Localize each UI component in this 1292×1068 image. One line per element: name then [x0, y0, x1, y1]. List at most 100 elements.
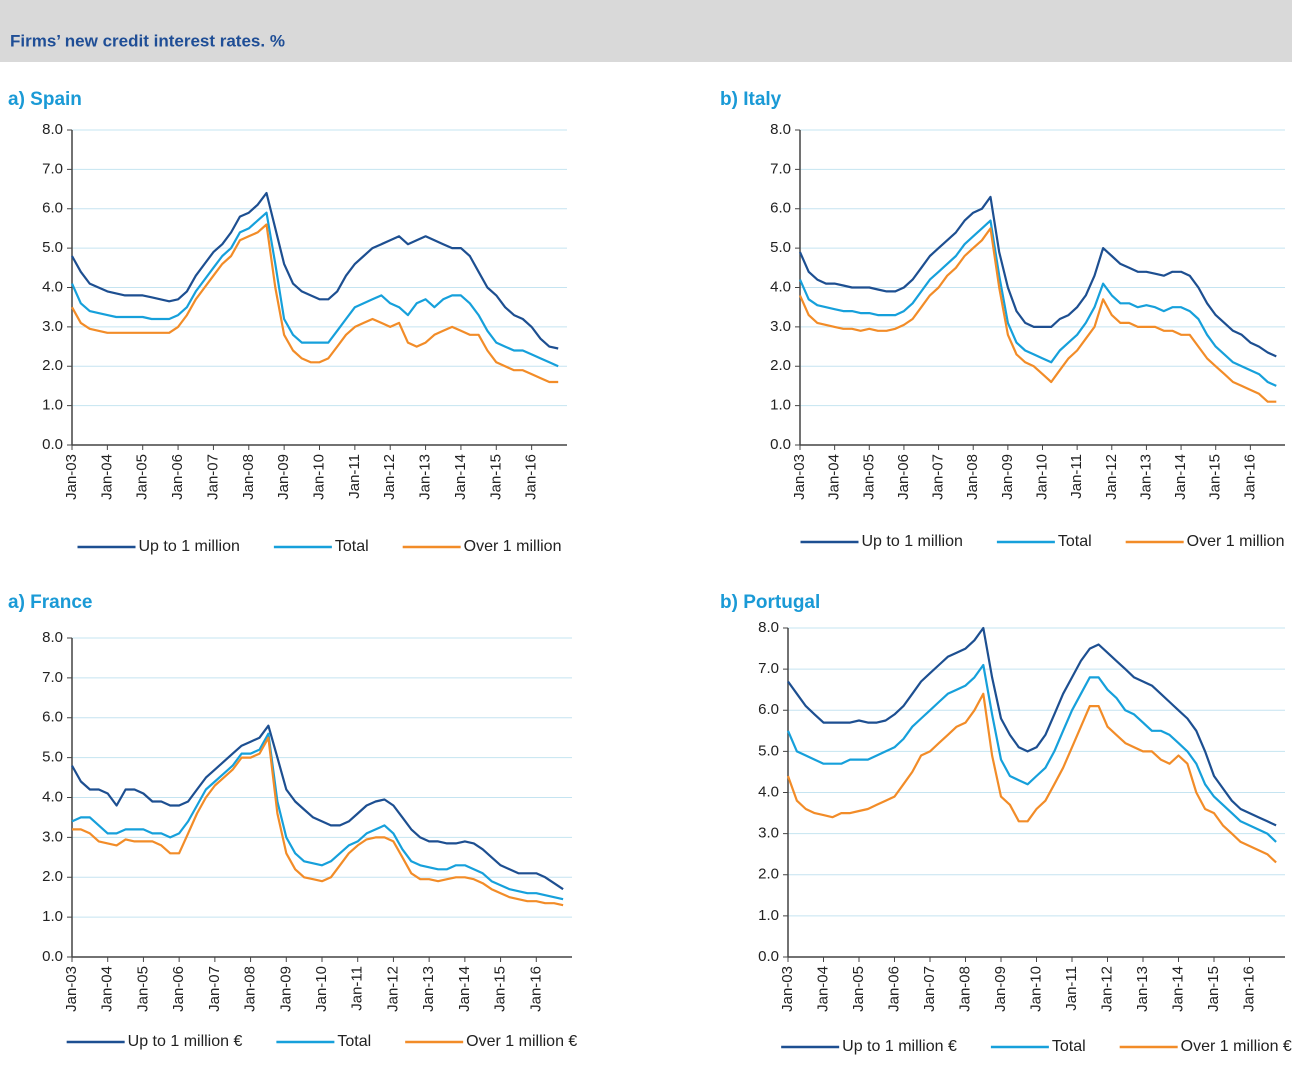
y-tick-label: 2.0: [42, 868, 63, 885]
y-tick-label: 6.0: [770, 200, 791, 217]
x-tick-label: Jan-12: [1103, 454, 1120, 500]
x-tick-label: Jan-03: [791, 454, 808, 500]
y-tick-label: 6.0: [42, 200, 63, 217]
legend-label: Total: [337, 1033, 371, 1050]
y-tick-label: 0.0: [42, 948, 63, 965]
y-tick-label: 4.0: [42, 278, 63, 295]
x-tick-label: Jan-09: [275, 454, 292, 500]
x-tick-label: Jan-07: [921, 966, 938, 1012]
y-tick-label: 2.0: [770, 357, 791, 374]
line-series: [786, 663, 1277, 843]
x-tick-label: Jan-05: [134, 454, 151, 500]
y-tick-label: 1.0: [770, 397, 791, 414]
chart-title: a) Spain: [8, 89, 82, 110]
x-tick-label: Jan-16: [1240, 966, 1257, 1012]
y-tick-label: 7.0: [42, 160, 63, 177]
y-tick-label: 7.0: [758, 660, 779, 677]
x-tick-label: Jan-10: [313, 966, 330, 1012]
x-tick-label: Jan-10: [1027, 966, 1044, 1012]
line-series: [71, 724, 564, 891]
line-series: [798, 227, 1277, 403]
legend-label: Total: [1058, 533, 1092, 550]
x-tick-label: Jan-13: [417, 454, 434, 500]
x-tick-label: Jan-14: [1172, 454, 1189, 500]
x-tick-label: Jan-16: [527, 966, 544, 1012]
y-tick-label: 1.0: [758, 907, 779, 924]
x-tick-label: Jan-11: [346, 454, 363, 499]
y-tick-label: 8.0: [758, 619, 779, 636]
header-title: Firms’ new credit interest rates. %: [10, 31, 285, 50]
x-tick-label: Jan-15: [1205, 966, 1222, 1012]
chart-title: b) Portugal: [720, 592, 820, 613]
x-tick-label: Jan-05: [134, 966, 151, 1012]
legend-label: Up to 1 million €: [128, 1033, 243, 1050]
x-tick-label: Jan-03: [779, 966, 796, 1012]
y-tick-label: 6.0: [42, 709, 63, 726]
x-tick-label: Jan-16: [523, 454, 540, 500]
legend-label: Total: [335, 538, 369, 555]
y-tick-label: 4.0: [758, 783, 779, 800]
line-series: [787, 626, 1277, 827]
legend-label: Up to 1 million: [139, 538, 240, 555]
chart-title: a) France: [8, 592, 92, 613]
x-tick-label: Jan-07: [204, 454, 221, 500]
x-tick-label: Jan-06: [169, 454, 186, 500]
x-tick-label: Jan-08: [240, 454, 257, 500]
x-tick-label: Jan-11: [1063, 966, 1080, 1011]
line-series: [798, 219, 1277, 387]
line-series: [71, 732, 564, 901]
legend-label: Over 1 million €: [1181, 1038, 1292, 1055]
x-tick-label: Jan-06: [895, 454, 912, 500]
legend-label: Over 1 million: [1187, 533, 1285, 550]
legend-label: Up to 1 million €: [842, 1038, 957, 1055]
x-tick-label: Jan-04: [814, 966, 831, 1012]
x-tick-label: Jan-09: [277, 966, 294, 1012]
y-tick-label: 3.0: [42, 318, 63, 335]
y-tick-label: 3.0: [770, 318, 791, 335]
line-series: [798, 195, 1277, 358]
y-tick-label: 5.0: [770, 239, 791, 256]
y-tick-label: 5.0: [42, 749, 63, 766]
x-tick-label: Jan-04: [826, 454, 843, 500]
x-tick-label: Jan-11: [1068, 454, 1085, 499]
x-tick-label: Jan-14: [1169, 966, 1186, 1012]
legend-label: Total: [1052, 1038, 1086, 1055]
y-tick-label: 1.0: [42, 397, 63, 414]
y-tick-label: 8.0: [42, 121, 63, 138]
y-tick-label: 6.0: [758, 701, 779, 718]
x-tick-label: Jan-12: [381, 454, 398, 500]
x-tick-label: Jan-10: [1033, 454, 1050, 500]
x-tick-label: Jan-07: [206, 966, 223, 1012]
x-tick-label: Jan-05: [850, 966, 867, 1012]
x-tick-label: Jan-09: [999, 454, 1016, 500]
y-tick-label: 8.0: [42, 629, 63, 646]
y-tick-label: 8.0: [770, 121, 791, 138]
y-tick-label: 0.0: [42, 436, 63, 453]
x-tick-label: Jan-15: [487, 454, 504, 500]
x-tick-label: Jan-12: [384, 966, 401, 1012]
x-tick-label: Jan-16: [1241, 454, 1258, 500]
x-tick-label: Jan-06: [885, 966, 902, 1012]
x-tick-label: Jan-13: [1137, 454, 1154, 500]
x-tick-label: Jan-14: [452, 454, 469, 500]
y-tick-label: 7.0: [770, 160, 791, 177]
x-tick-label: Jan-14: [456, 966, 473, 1012]
x-tick-label: Jan-11: [349, 966, 366, 1011]
x-tick-label: Jan-03: [63, 454, 80, 500]
x-tick-label: Jan-13: [420, 966, 437, 1012]
line-series: [71, 191, 559, 350]
x-tick-label: Jan-10: [310, 454, 327, 500]
y-tick-label: 5.0: [42, 239, 63, 256]
x-tick-label: Jan-09: [992, 966, 1009, 1012]
y-tick-label: 2.0: [758, 866, 779, 883]
y-tick-label: 0.0: [758, 948, 779, 965]
x-tick-label: Jan-12: [1098, 966, 1115, 1012]
line-series: [71, 223, 559, 384]
line-series: [72, 736, 564, 907]
legend-label: Up to 1 million: [862, 533, 963, 550]
x-tick-label: Jan-04: [99, 966, 116, 1012]
x-tick-label: Jan-05: [860, 454, 877, 500]
x-tick-label: Jan-03: [63, 966, 80, 1012]
legend-label: Over 1 million €: [466, 1033, 577, 1050]
